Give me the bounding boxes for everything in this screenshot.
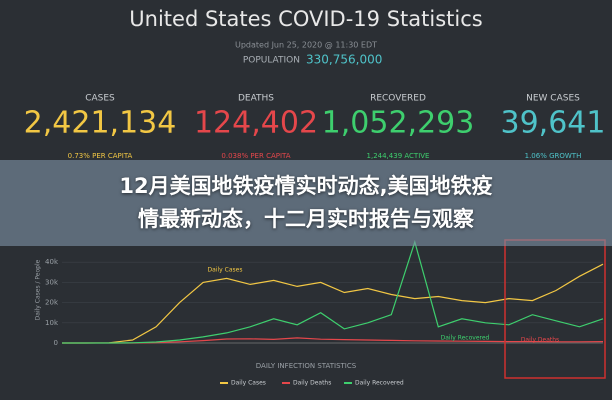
stat-label: NEW CASES	[526, 94, 580, 104]
legend-label: Daily Cases	[231, 380, 266, 387]
dashboard-title: United States COVID-19 Statistics	[129, 7, 482, 31]
stat-value: 1,052,293	[322, 106, 475, 141]
y-tick-label: 20k	[45, 299, 59, 307]
population-label: POPULATION	[243, 56, 300, 66]
series-label: Daily Deaths	[521, 337, 559, 344]
stat-label: CASES	[85, 94, 115, 104]
series-label: Daily Recovered	[441, 335, 490, 342]
overlay-banner: 12月美国地铁疫情实时动态,美国地铁疫情最新动态，十二月实时报告与观察	[0, 160, 612, 246]
series-label: Daily Cases	[208, 267, 243, 274]
stat-sub: 1,244,439 ACTIVE	[367, 152, 430, 160]
updated: Updated Jun 25, 2020 @ 11:30 EDT	[235, 41, 377, 50]
highlight-box	[504, 239, 606, 379]
stat-sub: 0.038% PER CAPITA	[221, 152, 290, 160]
stat-value: 124,402	[194, 106, 318, 141]
stat-label: RECOVERED	[370, 94, 426, 104]
y-tick-label: 10k	[45, 319, 59, 327]
series-line	[62, 263, 604, 344]
y-tick-label: 0	[54, 339, 58, 347]
y-axis-label: Daily Cases / People	[35, 259, 42, 320]
stat-sub: 1.06% GROWTH	[525, 152, 582, 160]
population: 330,756,000	[306, 53, 382, 67]
stat-value: 2,421,134	[24, 106, 177, 141]
y-tick-label: 40k	[45, 258, 59, 266]
series-line	[62, 239, 604, 344]
legend-label: Daily Deaths	[293, 380, 331, 387]
y-tick-label: 30k	[45, 278, 59, 286]
legend-label: Daily Recovered	[355, 380, 404, 387]
stat-value: 39,641	[501, 106, 606, 141]
stat-label: DEATHS	[238, 94, 274, 104]
stat-sub: 0.73% PER CAPITA	[68, 152, 133, 160]
overlay-title: 12月美国地铁疫情实时动态,美国地铁疫情最新动态，十二月实时报告与观察	[119, 174, 493, 231]
chart-title: DAILY INFECTION STATISTICS	[256, 362, 357, 370]
